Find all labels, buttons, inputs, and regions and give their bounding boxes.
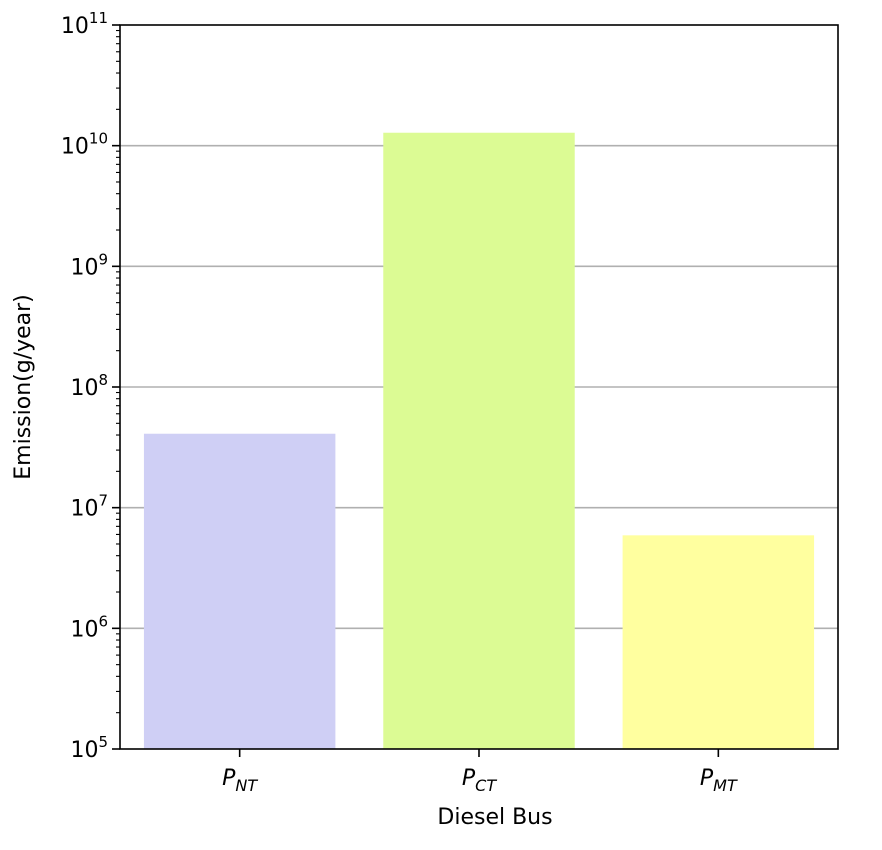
x-tick-label: PNT bbox=[222, 766, 258, 795]
y-tick-label: 107 bbox=[70, 492, 108, 522]
x-axis-label: Diesel Bus bbox=[437, 805, 552, 830]
y-tick-label: 1011 bbox=[61, 9, 108, 39]
bars bbox=[143, 132, 815, 750]
y-tick-label: 109 bbox=[70, 250, 108, 280]
y-axis-ticks: 105 106 107 108 109 1010 1011 bbox=[61, 9, 120, 763]
y-axis-label: Emission(g/year) bbox=[11, 294, 36, 480]
x-axis-ticks: PNT PCT PMT bbox=[222, 749, 738, 795]
bar bbox=[383, 132, 575, 750]
x-tick-label: PCT bbox=[462, 766, 497, 795]
y-tick-label: 105 bbox=[70, 733, 108, 763]
bar bbox=[622, 535, 815, 749]
y-tick-label: 106 bbox=[70, 612, 108, 642]
y-tick-label: 108 bbox=[70, 371, 108, 401]
x-tick-label: PMT bbox=[700, 766, 738, 795]
bar bbox=[143, 433, 336, 749]
y-tick-label: 1010 bbox=[61, 130, 108, 160]
